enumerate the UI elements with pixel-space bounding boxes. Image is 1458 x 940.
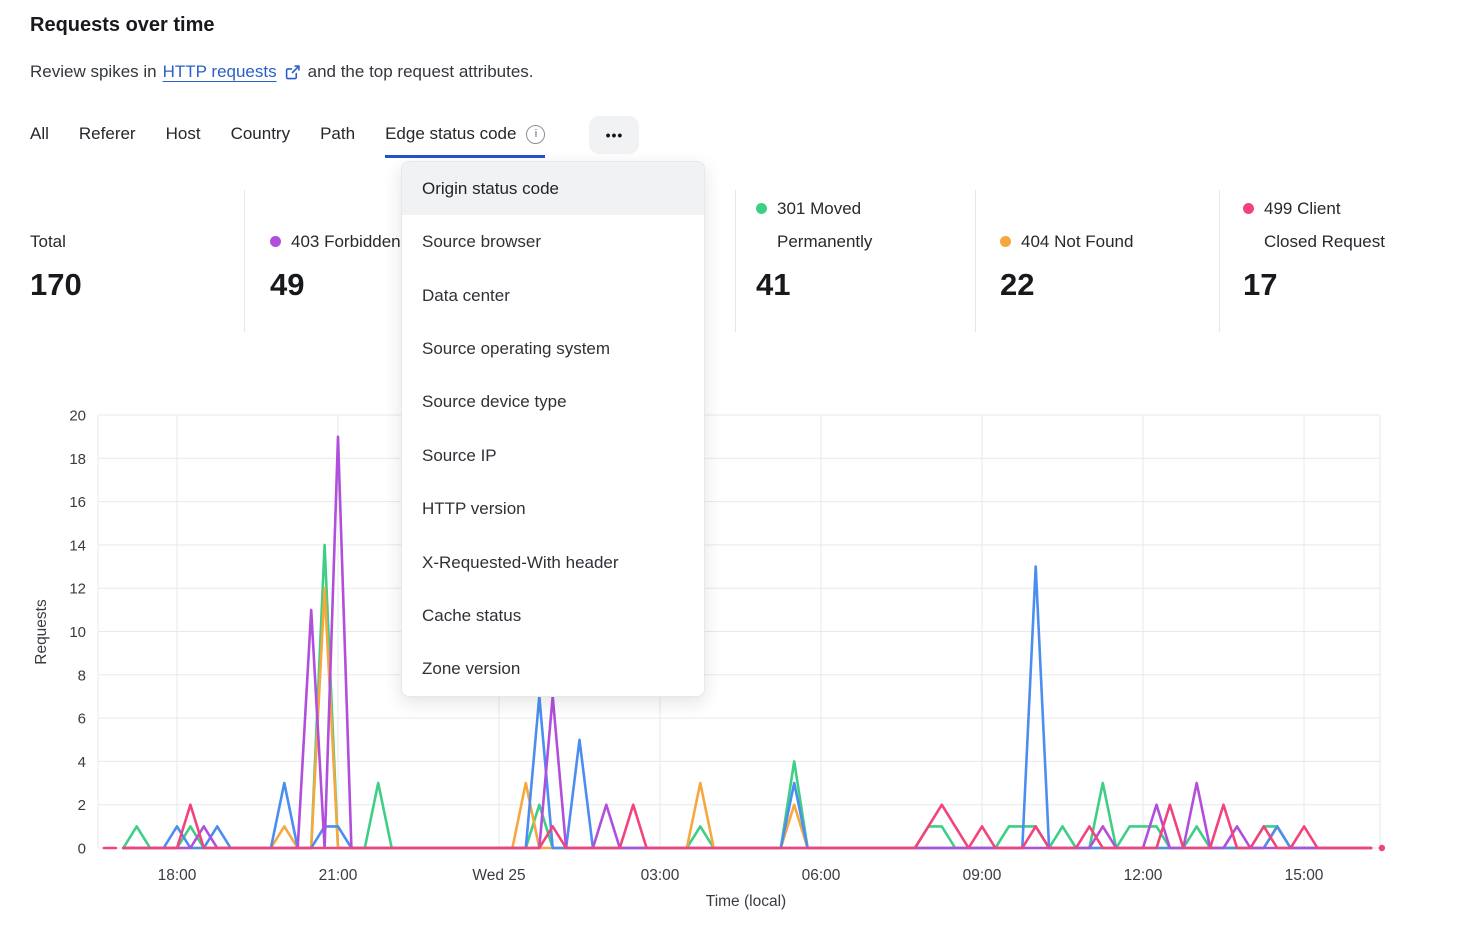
tab-edge-status-code-label: Edge status code <box>385 124 517 143</box>
y-tick-label: 6 <box>78 711 86 728</box>
y-tick-label: 4 <box>78 754 86 771</box>
stat-dot-301 <box>756 203 767 214</box>
stat-divider <box>735 190 736 332</box>
menu-item-source-device-type[interactable]: Source device type <box>422 392 567 412</box>
stat-label: Total <box>30 232 66 251</box>
more-tabs-button[interactable]: ••• <box>589 116 640 154</box>
stat-card-301: 301 Moved Permanently 41 <box>756 186 909 303</box>
menu-item-cache-status[interactable]: Cache status <box>422 605 522 625</box>
y-tick-label: 16 <box>69 494 86 511</box>
x-axis-label: Time (local) <box>706 893 786 910</box>
y-tick-label: 18 <box>69 451 86 468</box>
y-tick-label: 0 <box>78 841 86 858</box>
y-tick-label: 2 <box>78 797 86 814</box>
external-link-icon <box>285 64 300 79</box>
subtitle-text-suffix: and the top request attributes. <box>307 62 534 81</box>
x-tick-label: 15:00 <box>1285 867 1324 884</box>
stat-divider <box>1219 190 1220 332</box>
y-tick-label: 8 <box>78 667 86 684</box>
x-tick-label: 03:00 <box>641 867 680 884</box>
y-tick-label: 10 <box>69 624 86 641</box>
series-end-dot <box>1378 844 1386 852</box>
tab-path[interactable]: Path <box>320 124 356 143</box>
series-line-403-forbidden <box>122 435 1373 850</box>
stat-dot-499 <box>1243 203 1254 214</box>
x-tick-label: 09:00 <box>963 867 1002 884</box>
menu-item-source-browser[interactable]: Source browser <box>422 232 542 252</box>
series-line-301-moved-permanently <box>122 543 1373 850</box>
stat-card-404: 404 Not Found 22 <box>1000 186 1133 303</box>
y-tick-label: 20 <box>69 408 86 425</box>
stat-label: 404 Not Found <box>1021 232 1134 251</box>
x-tick-label: 12:00 <box>1124 867 1163 884</box>
menu-item-data-center[interactable]: Data center <box>422 285 510 305</box>
menu-item-zone-version[interactable]: Zone version <box>422 659 521 679</box>
menu-item-source-operating-system[interactable]: Source operating system <box>422 338 611 358</box>
attribute-dropdown-menu: Origin status code Source browser Data cen… <box>401 161 705 697</box>
stat-card-499: 499 Client Closed Request 17 <box>1243 186 1396 303</box>
menu-item-http-version[interactable]: HTTP version <box>422 499 526 519</box>
page-title: Requests over time <box>30 14 215 36</box>
x-tick-label: Wed 25 <box>472 867 525 884</box>
y-tick-label: 14 <box>69 537 86 554</box>
y-axis-label: Requests <box>33 599 50 665</box>
info-icon[interactable]: i <box>526 124 546 144</box>
tab-all[interactable]: All <box>30 124 49 143</box>
subtitle: Review spikes in HTTP requests and the t… <box>30 62 534 82</box>
stat-divider <box>975 190 976 332</box>
menu-item-origin-status-code[interactable]: Origin status code <box>402 162 704 216</box>
stat-value: 17 <box>1243 267 1278 302</box>
stat-card-total: Total 170 <box>30 186 82 303</box>
stat-label: 403 Forbidden <box>291 232 401 251</box>
x-tick-label: 21:00 <box>319 867 358 884</box>
series-line-blue-series-legend-hidden-by-menu- <box>122 565 1373 850</box>
stat-dot-404 <box>1000 236 1011 247</box>
y-tick-label: 12 <box>69 581 86 598</box>
tab-referer[interactable]: Referer <box>78 124 136 143</box>
stat-card-403: 403 Forbidden 49 <box>270 186 401 303</box>
http-requests-link[interactable]: HTTP requests <box>162 62 277 81</box>
menu-item-source-ip[interactable]: Source IP <box>422 445 497 465</box>
stat-value: 49 <box>270 267 305 302</box>
tab-edge-status-code[interactable]: Edge status code i <box>385 124 546 158</box>
stat-value: 41 <box>756 267 791 302</box>
stat-value: 22 <box>1000 267 1035 302</box>
tab-host[interactable]: Host <box>165 124 201 143</box>
stat-label: 301 Moved Permanently <box>777 199 873 251</box>
x-tick-label: 06:00 <box>802 867 841 884</box>
stat-label: 499 Client Closed Request <box>1264 199 1385 251</box>
menu-item-x-requested-with-header[interactable]: X-Requested-With header <box>422 552 619 572</box>
tab-bar: All Referer Host Country Path Edge statu… <box>30 116 640 158</box>
tab-country[interactable]: Country <box>230 124 291 143</box>
stat-divider <box>244 190 245 332</box>
x-tick-label: 18:00 <box>158 867 197 884</box>
series-line-499-client-closed-request <box>122 803 1373 850</box>
subtitle-text-prefix: Review spikes in <box>30 62 157 81</box>
stat-value: 170 <box>30 267 82 302</box>
stat-dot-403 <box>270 236 281 247</box>
